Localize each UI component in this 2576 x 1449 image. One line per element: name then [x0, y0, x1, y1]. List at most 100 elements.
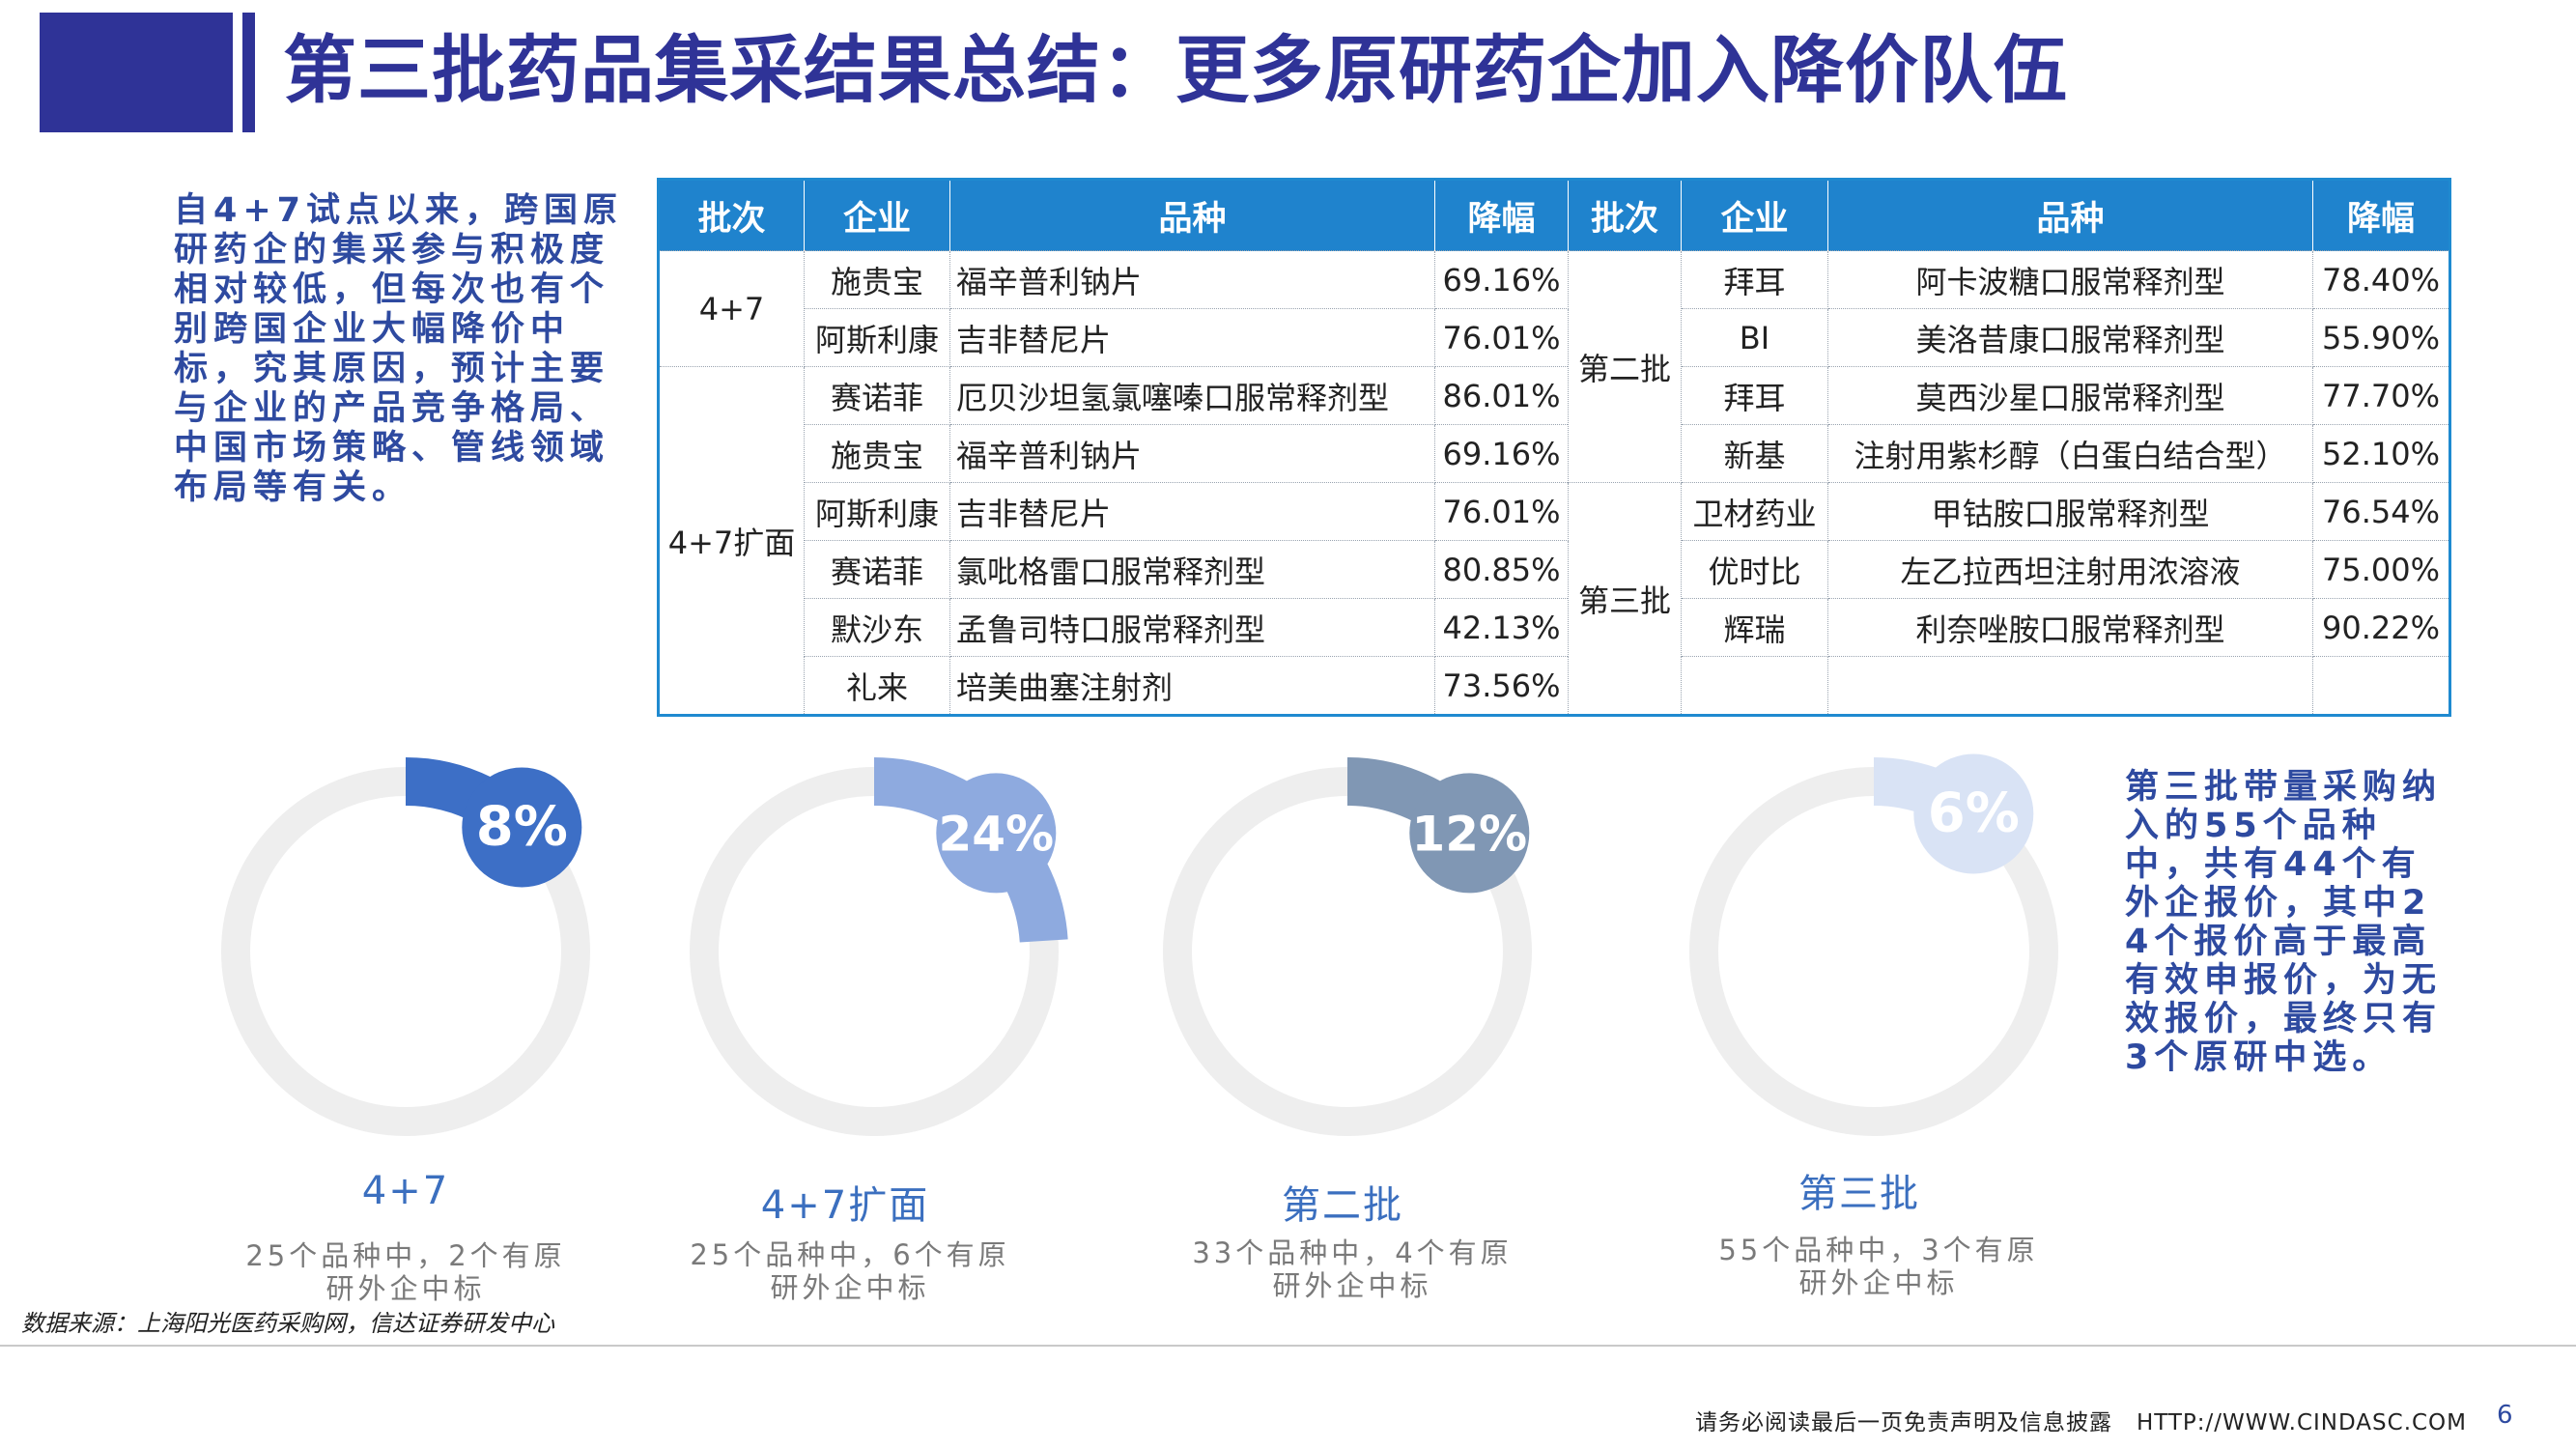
header-decor-block	[40, 13, 233, 132]
donut-percent-label: 6%	[1928, 782, 2020, 845]
right-note: 第三批带量采购纳入的55个品种中，共有44个有外企报价，其中24个报价高于最高有…	[2125, 768, 2443, 1077]
page-number: 6	[2497, 1401, 2513, 1430]
header-reduction: 降幅	[2312, 179, 2450, 251]
drug-cell: 吉非替尼片	[949, 308, 1435, 367]
donut-badge	[936, 773, 1057, 894]
drug-cell: 福辛普利钠片	[949, 250, 1435, 309]
table-header-row: 批次 企业 品种 降幅 批次 企业 品种 降幅	[658, 179, 2450, 251]
drug-cell	[1827, 656, 2313, 716]
header-company: 企业	[804, 179, 950, 251]
header-batch: 批次	[1568, 179, 1682, 251]
company-cell: 赛诺菲	[804, 540, 950, 599]
drug-cell: 利奈唑胺口服常释剂型	[1827, 598, 2313, 657]
reduction-cell: 55.90%	[2312, 308, 2450, 367]
company-cell: 礼来	[804, 656, 950, 716]
batch-cell: 4+7	[658, 250, 805, 367]
header-drug: 品种	[949, 179, 1435, 251]
reduction-cell: 77.70%	[2312, 366, 2450, 425]
reduction-cell: 69.16%	[1434, 250, 1569, 309]
reduction-cell: 76.01%	[1434, 308, 1569, 367]
reduction-cell: 90.22%	[2312, 598, 2450, 657]
company-cell: 阿斯利康	[804, 482, 950, 541]
donut-sub-4plus7-expansion: 25个品种中，6个有原研外企中标	[690, 1238, 1010, 1304]
drug-cell: 甲钴胺口服常释剂型	[1827, 482, 2313, 541]
drug-cell: 左乙拉西坦注射用浓溶液	[1827, 540, 2313, 599]
donut-sub-batch2: 33个品种中，4个有原研外企中标	[1192, 1236, 1513, 1302]
donut-chart-batch3: 6%	[1676, 753, 2072, 1150]
donut-svg: 8%	[221, 757, 590, 1136]
donut-chart-4plus7: 8%	[208, 753, 604, 1150]
donut-badge	[462, 767, 582, 888]
drug-cell: 美洛昔康口服常释剂型	[1827, 308, 2313, 367]
reduction-cell: 42.13%	[1434, 598, 1569, 657]
reduction-cell: 86.01%	[1434, 366, 1569, 425]
drug-cell: 注射用紫杉醇（白蛋白结合型）	[1827, 424, 2313, 483]
drug-cell: 吉非替尼片	[949, 482, 1435, 541]
drug-cell: 福辛普利钠片	[949, 424, 1435, 483]
company-cell: 赛诺菲	[804, 366, 950, 425]
donut-percent-label: 24%	[938, 806, 1054, 862]
header-drug: 品种	[1827, 179, 2313, 251]
header-decor-bar	[242, 13, 255, 132]
donut-label-batch3: 第三批	[1798, 1172, 1920, 1216]
company-cell: 新基	[1681, 424, 1828, 483]
donut-percent-label: 8%	[476, 796, 568, 859]
reduction-cell: 73.56%	[1434, 656, 1569, 716]
donut-svg: 6%	[1689, 753, 2058, 1136]
company-cell: 辉瑞	[1681, 598, 1828, 657]
batch-cell: 第三批	[1568, 482, 1682, 716]
donut-badge	[1409, 773, 1530, 894]
data-source: 数据来源：上海阳光医药采购网，信达证券研发中心	[21, 1310, 554, 1337]
donut-sub-4plus7: 25个品种中，2个有原研外企中标	[245, 1239, 566, 1305]
donut-label-4plus7: 4+7	[361, 1169, 450, 1213]
table-row: 礼来 培美曲塞注射剂 73.56%	[659, 656, 2450, 716]
drug-cell: 培美曲塞注射剂	[949, 656, 1435, 716]
table-row: 赛诺菲 氯吡格雷口服常释剂型 80.85% 优时比 左乙拉西坦注射用浓溶液 75…	[659, 540, 2450, 599]
donut-chart-batch2: 12%	[1149, 753, 1545, 1150]
donut-badge	[1913, 753, 2034, 874]
table-row: 阿斯利康 吉非替尼片 76.01% BI 美洛昔康口服常释剂型 55.90%	[659, 308, 2450, 367]
company-cell: BI	[1681, 308, 1828, 367]
reduction-cell	[2312, 656, 2450, 716]
donut-percent-label: 12%	[1411, 806, 1527, 862]
donut-chart-4plus7-expansion: 24%	[676, 753, 1072, 1150]
company-cell: 施贵宝	[804, 424, 950, 483]
batch-cell: 第二批	[1568, 250, 1682, 483]
reduction-cell: 78.40%	[2312, 250, 2450, 309]
reduction-cell: 76.01%	[1434, 482, 1569, 541]
page-title: 第三批药品集采结果总结：更多原研药企加入降价队伍	[283, 27, 2068, 113]
company-cell: 拜耳	[1681, 250, 1828, 309]
table-row: 4+7扩面 赛诺菲 厄贝沙坦氢氯噻嗪口服常释剂型 86.01% 拜耳 莫西沙星口…	[658, 366, 2450, 716]
reduction-cell: 69.16%	[1434, 424, 1569, 483]
table-row: 阿斯利康 吉非替尼片 76.01% 第三批 卫材药业 甲钴胺口服常释剂型 76.…	[659, 482, 2450, 716]
donut-label-4plus7-expansion: 4+7扩面	[760, 1183, 930, 1228]
reduction-cell: 76.54%	[2312, 482, 2450, 541]
footer-divider	[0, 1345, 2576, 1347]
donut-svg: 24%	[690, 757, 1068, 1136]
company-cell: 拜耳	[1681, 366, 1828, 425]
reduction-cell: 80.85%	[1434, 540, 1569, 599]
donut-sub-batch3: 55个品种中，3个有原研外企中标	[1718, 1234, 2039, 1299]
drug-cell: 阿卡波糖口服常释剂型	[1827, 250, 2313, 309]
results-table: 批次 企业 品种 降幅 批次 企业 品种 降幅 4+7 施贵宝 福辛普利钠片 6…	[657, 178, 2451, 717]
drug-cell: 孟鲁司特口服常释剂型	[949, 598, 1435, 657]
company-cell: 施贵宝	[804, 250, 950, 309]
table-row: 默沙东 孟鲁司特口服常释剂型 42.13% 辉瑞 利奈唑胺口服常释剂型 90.2…	[659, 598, 2450, 657]
header-reduction: 降幅	[1434, 179, 1569, 251]
reduction-cell: 75.00%	[2312, 540, 2450, 599]
donut-label-batch2: 第二批	[1282, 1183, 1403, 1228]
drug-cell: 莫西沙星口服常释剂型	[1827, 366, 2313, 425]
header-company: 企业	[1681, 179, 1828, 251]
batch-cell: 4+7扩面	[658, 366, 805, 716]
company-cell	[1681, 656, 1828, 716]
reduction-cell: 52.10%	[2312, 424, 2450, 483]
company-cell: 卫材药业	[1681, 482, 1828, 541]
left-note: 自4+7试点以来，跨国原研药企的集采参与积极度相对较低，但每次也有个别跨国企业大…	[174, 191, 624, 507]
table-row: 施贵宝 福辛普利钠片 69.16% 新基 注射用紫杉醇（白蛋白结合型） 52.1…	[659, 424, 2450, 483]
company-cell: 优时比	[1681, 540, 1828, 599]
footer-disclaimer-text: 请务必阅读最后一页免责声明及信息披露	[1695, 1410, 2112, 1435]
company-cell: 阿斯利康	[804, 308, 950, 367]
footer-url[interactable]: HTTP://WWW.CINDASC.COM	[2136, 1410, 2468, 1435]
company-cell: 默沙东	[804, 598, 950, 657]
drug-cell: 氯吡格雷口服常释剂型	[949, 540, 1435, 599]
